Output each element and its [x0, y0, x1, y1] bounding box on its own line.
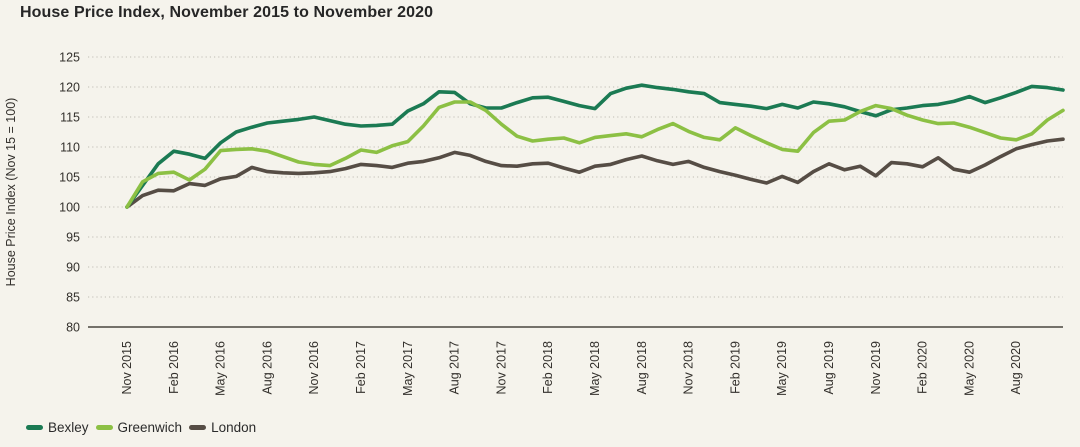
x-tick-label: Feb 2020	[916, 341, 930, 394]
y-tick-label: 120	[59, 81, 80, 95]
bexley-line-swatch-icon	[26, 425, 43, 430]
x-tick-label: Nov 2018	[682, 341, 696, 395]
x-tick-label: Nov 2016	[307, 341, 321, 395]
legend-label-bexley: Bexley	[48, 420, 89, 435]
x-tick-label: Nov 2019	[869, 341, 883, 395]
x-tick-label: May 2020	[962, 341, 976, 396]
y-tick-label: 115	[60, 111, 80, 125]
y-tick-label: 90	[66, 261, 80, 275]
x-tick-label: Feb 2019	[728, 341, 742, 394]
greenwich-line-swatch-icon	[95, 425, 113, 430]
y-axis-title: House Price Index (Nov 15 = 100)	[4, 98, 18, 287]
page-title: House Price Index, November 2015 to Nove…	[20, 4, 434, 21]
y-tick-label: 80	[66, 321, 80, 335]
x-tick-label: Feb 2016	[167, 341, 181, 394]
x-tick-label: Feb 2017	[354, 341, 368, 394]
x-tick-label: May 2019	[775, 341, 789, 396]
x-tick-label: May 2016	[214, 341, 228, 396]
grid-layer	[88, 56, 1063, 328]
legend-label-london: London	[211, 420, 257, 435]
y-tick-label: 125	[59, 51, 80, 65]
y-tick-label: 85	[66, 291, 80, 305]
y-tick-label: 105	[59, 171, 80, 185]
legend-label-greenwich: Greenwich	[117, 420, 183, 435]
x-tick-label: Aug 2017	[448, 341, 462, 395]
x-tick-label: Feb 2018	[541, 341, 555, 394]
legend-item-london: London	[189, 420, 256, 435]
x-tick-label: Nov 2015	[120, 341, 134, 395]
line-greenwich	[125, 100, 1065, 209]
london-line-swatch-icon	[189, 425, 207, 430]
x-tick-label: Aug 2016	[260, 341, 274, 395]
series-layer	[125, 83, 1065, 209]
y-tick-labels: 125 120 115 110 105 100 95 90 85 80	[59, 51, 80, 335]
x-tick-label: Aug 2020	[1009, 341, 1023, 395]
y-tick-label: 95	[66, 231, 80, 245]
legend: Bexley Greenwich London	[26, 420, 263, 435]
legend-item-bexley: Bexley	[26, 420, 89, 435]
y-tick-label: 110	[60, 141, 80, 155]
legend-item-greenwich: Greenwich	[95, 420, 183, 435]
x-tick-label: Aug 2018	[635, 341, 649, 395]
line-bexley	[125, 83, 1065, 209]
x-tick-label: Aug 2019	[822, 341, 836, 395]
x-tick-label: May 2017	[401, 341, 415, 396]
y-tick-label: 100	[59, 201, 80, 215]
x-tick-labels: Nov 2015 Feb 2016 May 2016 Aug 2016 Nov 2016…	[120, 341, 1023, 396]
x-tick-label: May 2018	[588, 341, 602, 396]
line-london	[125, 137, 1065, 209]
x-tick-label: Nov 2017	[494, 341, 508, 395]
